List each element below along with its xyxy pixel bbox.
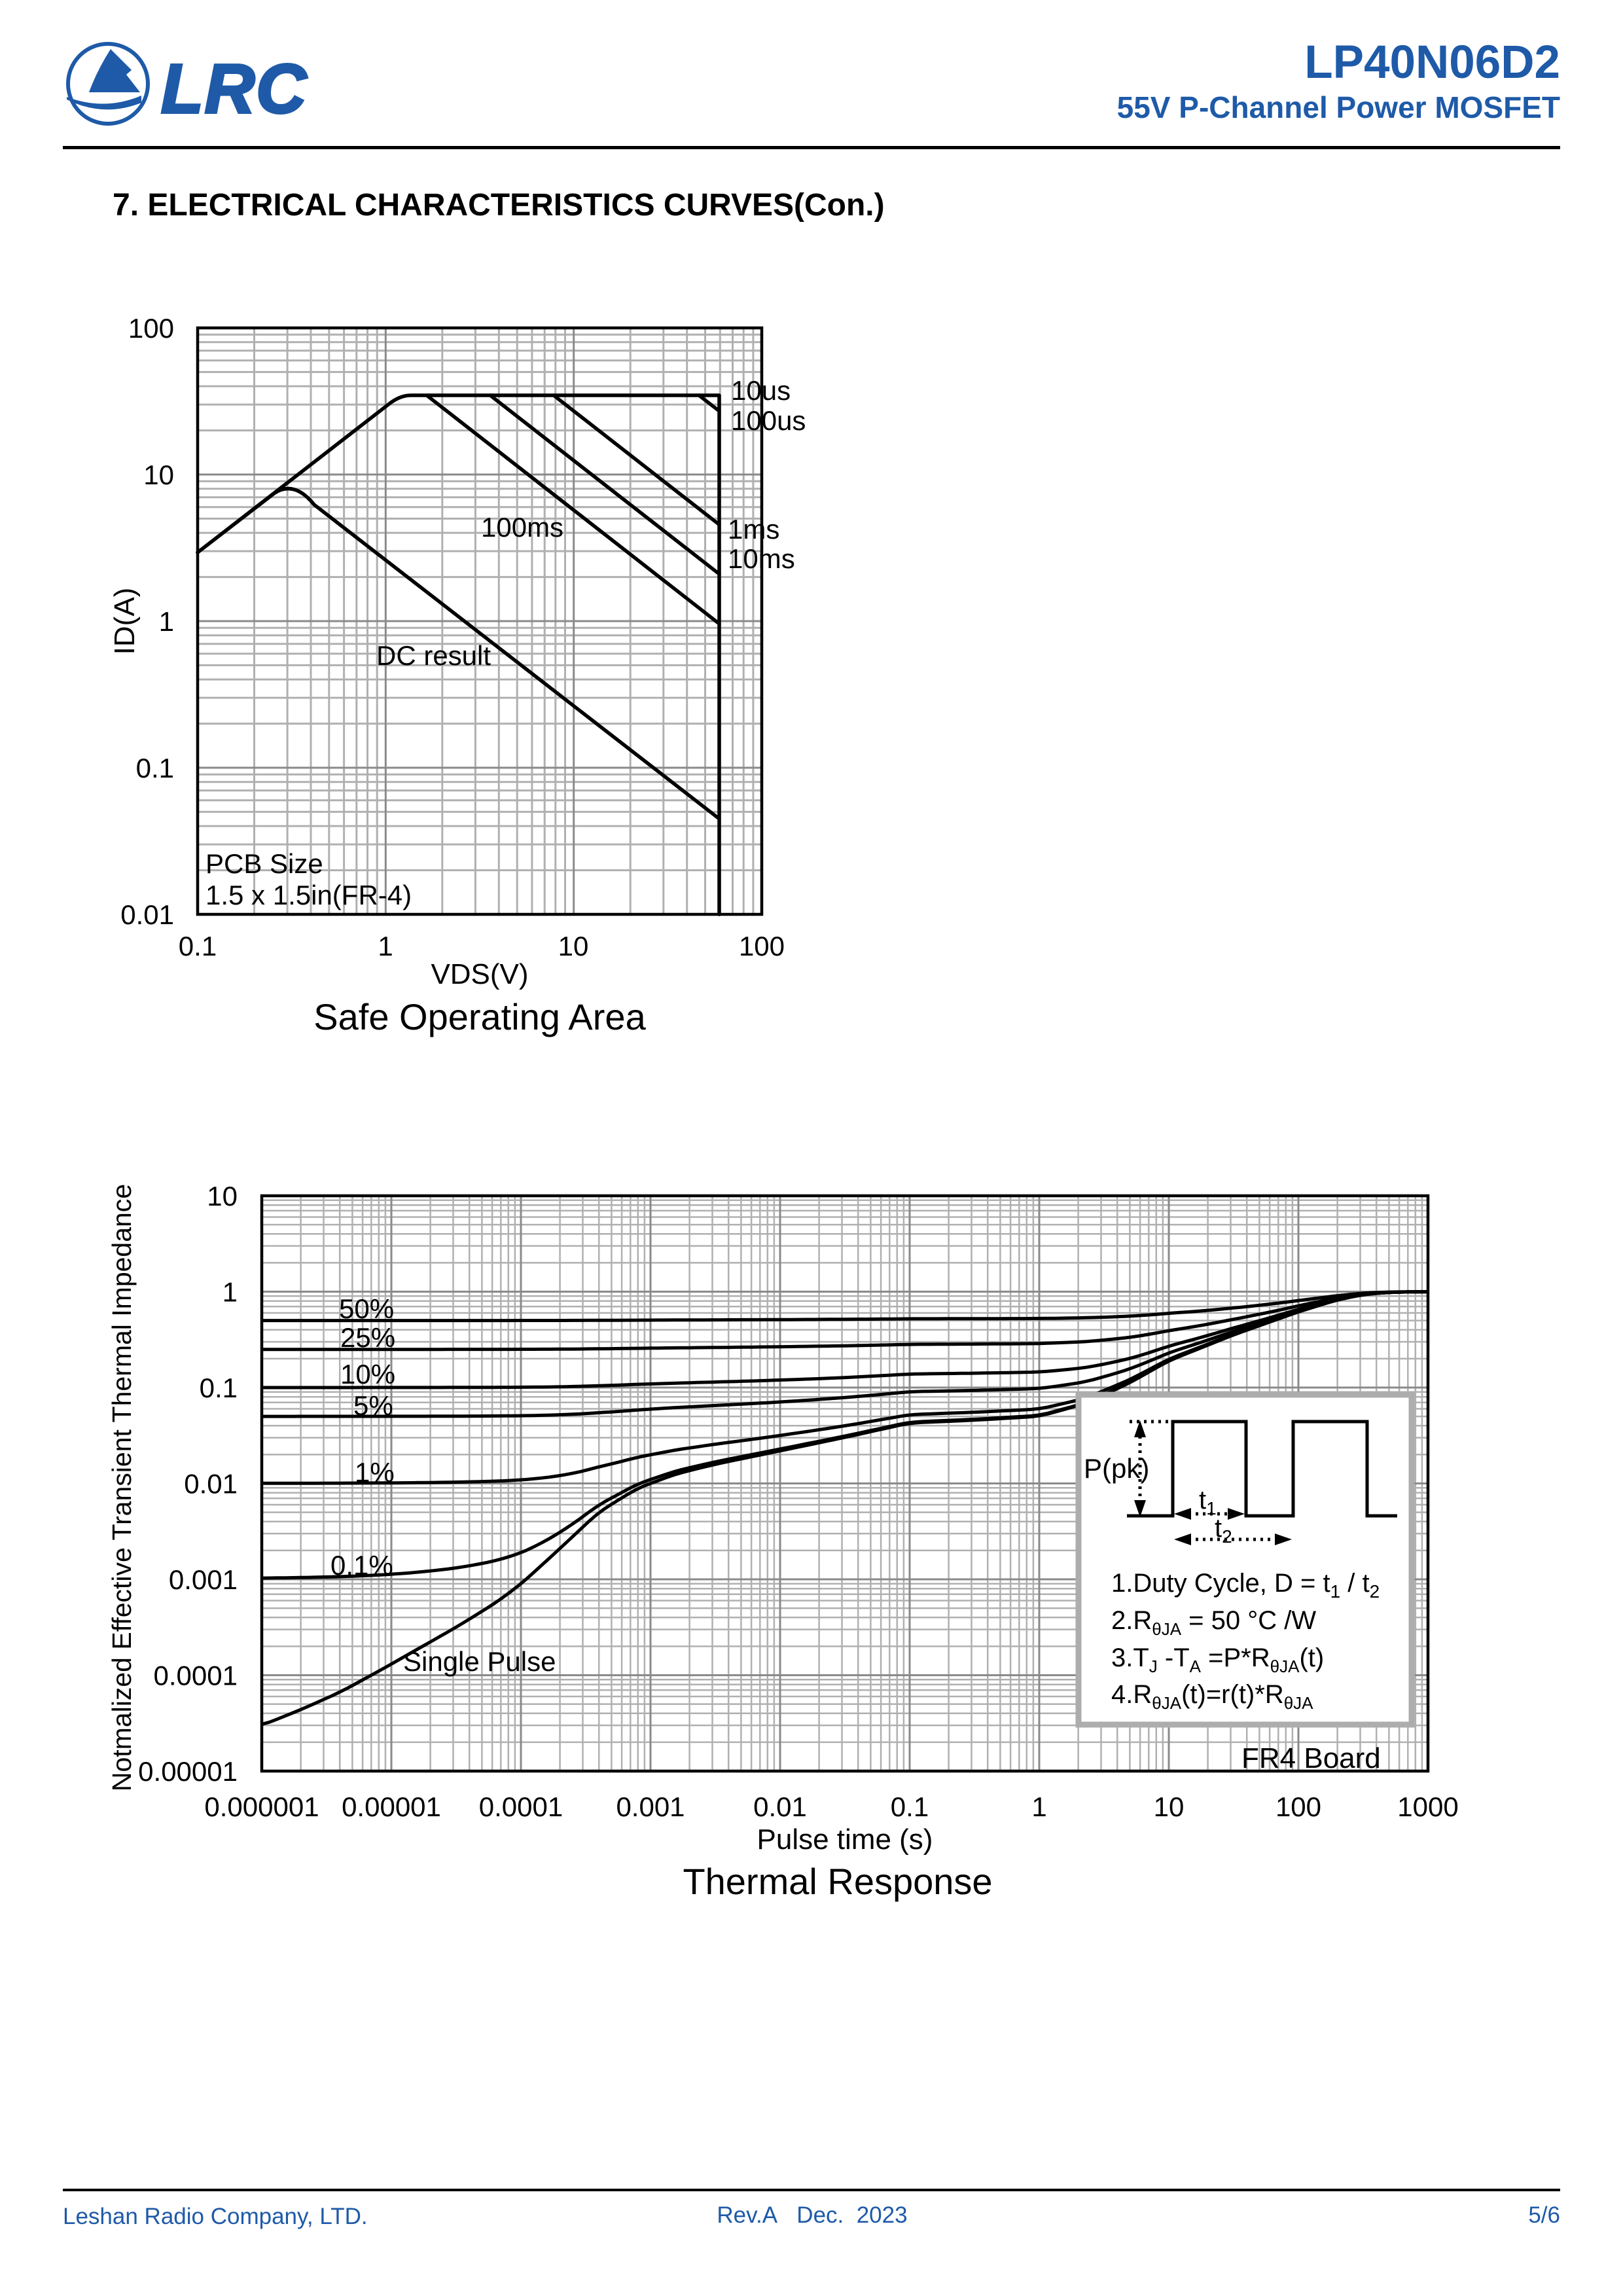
svg-text:PCB Size: PCB Size	[205, 848, 323, 879]
svg-text:5/6: 5/6	[1528, 2202, 1560, 2228]
svg-text:1.5 x 1.5in(FR-4): 1.5 x 1.5in(FR-4)	[205, 880, 412, 910]
svg-text:100: 100	[1275, 1791, 1321, 1822]
svg-text:10: 10	[207, 1181, 238, 1211]
svg-text:0.0001: 0.0001	[479, 1791, 563, 1822]
svg-text:25%: 25%	[340, 1322, 395, 1353]
svg-text:1%: 1%	[355, 1457, 395, 1488]
svg-text:3.TJ -TA =P*RθJA(t): 3.TJ -TA =P*RθJA(t)	[1111, 1643, 1324, 1676]
svg-text:100: 100	[739, 931, 785, 961]
svg-text:0.00001: 0.00001	[138, 1756, 238, 1787]
svg-text:ID(A): ID(A)	[109, 588, 141, 655]
svg-text:0.01: 0.01	[120, 899, 174, 930]
svg-text:10us: 10us	[731, 375, 791, 406]
svg-text:10: 10	[1154, 1791, 1185, 1822]
svg-text:0.01: 0.01	[753, 1791, 807, 1822]
svg-text:5%: 5%	[353, 1390, 393, 1421]
svg-text:DC result: DC result	[376, 640, 491, 671]
svg-text:0.0001: 0.0001	[154, 1660, 238, 1691]
svg-text:0.00001: 0.00001	[342, 1791, 441, 1822]
svg-text:0.001: 0.001	[169, 1564, 238, 1595]
svg-text:10: 10	[558, 931, 589, 961]
svg-text:Rev.A Dec. 2023: Rev.A Dec. 2023	[717, 2202, 907, 2228]
svg-text:1: 1	[1031, 1791, 1046, 1822]
svg-text:Notmalized Effective Transient: Notmalized Effective Transient Thermal I…	[107, 1184, 137, 1791]
svg-text:0.1: 0.1	[136, 753, 174, 783]
svg-text:Leshan Radio Company, LTD.: Leshan Radio Company, LTD.	[63, 2204, 368, 2229]
svg-text:1ms: 1ms	[728, 514, 779, 545]
svg-text:Pulse time (s): Pulse time (s)	[757, 1823, 933, 1856]
svg-text:0.000001: 0.000001	[204, 1791, 319, 1822]
svg-text:10: 10	[143, 459, 174, 490]
svg-text:100ms: 100ms	[481, 512, 563, 543]
svg-text:0.01: 0.01	[184, 1469, 238, 1499]
svg-text:50%: 50%	[339, 1293, 394, 1324]
svg-text:Thermal Response: Thermal Response	[683, 1861, 992, 1902]
svg-text:1: 1	[223, 1277, 238, 1308]
svg-text:1: 1	[159, 606, 174, 637]
svg-text:0.1: 0.1	[179, 931, 217, 961]
svg-text:0.1: 0.1	[891, 1791, 929, 1822]
svg-text:10%: 10%	[340, 1359, 395, 1390]
svg-text:LRC: LRC	[161, 50, 308, 128]
svg-text:0.1%: 0.1%	[330, 1550, 393, 1581]
svg-text:LP40N06D2: LP40N06D2	[1304, 37, 1560, 88]
svg-text:1: 1	[378, 931, 393, 961]
svg-text:VDS(V): VDS(V)	[431, 958, 528, 990]
svg-text:FR4 Board: FR4 Board	[1241, 1742, 1381, 1774]
svg-text:55V P-Channel Power MOSFET: 55V P-Channel Power MOSFET	[1117, 90, 1560, 124]
svg-text:7. ELECTRICAL CHARACTERISTICS: 7. ELECTRICAL CHARACTERISTICS CURVES(Con…	[113, 188, 885, 223]
svg-text:0.001: 0.001	[616, 1791, 685, 1822]
svg-text:10ms: 10ms	[728, 543, 795, 574]
svg-text:100: 100	[128, 313, 174, 344]
svg-text:1000: 1000	[1397, 1791, 1458, 1822]
svg-text:Safe Operating Area: Safe Operating Area	[313, 996, 646, 1037]
svg-text:Single Pulse: Single Pulse	[403, 1646, 556, 1677]
svg-text:2.RθJA = 50 °C /W: 2.RθJA = 50 °C /W	[1111, 1606, 1316, 1639]
svg-text:100us: 100us	[731, 405, 806, 436]
svg-text:4.RθJA(t)=r(t)*RθJA: 4.RθJA(t)=r(t)*RθJA	[1111, 1680, 1313, 1713]
svg-text:0.1: 0.1	[200, 1372, 238, 1403]
svg-text:P(pk): P(pk)	[1084, 1453, 1149, 1484]
